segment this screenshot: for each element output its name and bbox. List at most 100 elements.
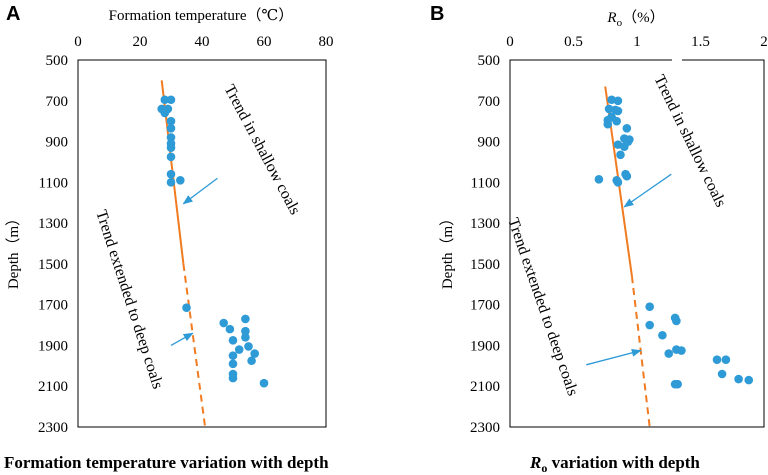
arrow-shallow-b: [623, 173, 672, 208]
data-point-a: [166, 143, 176, 152]
data-point-b: [677, 346, 686, 355]
data-point-b: [622, 124, 632, 133]
data-point-b: [616, 150, 625, 160]
data-point-a: [228, 336, 238, 345]
data-point-b: [603, 119, 613, 129]
data-point-a: [241, 326, 250, 336]
x-tick-label-a: 0: [74, 34, 82, 50]
panel-label-a: A: [6, 3, 20, 25]
y-tick-label-b: 900: [478, 135, 501, 151]
x-axis-title-b: Ro（%）: [606, 9, 664, 29]
y-tick-label-b: 1100: [471, 175, 500, 191]
x-tick-label-a: 80: [319, 34, 334, 50]
data-point-b: [721, 355, 731, 365]
y-tick-label-b: 2100: [470, 379, 500, 395]
y-tick-label-a: 1900: [38, 338, 68, 354]
data-point-a: [176, 175, 185, 185]
data-point-b: [607, 95, 616, 105]
x-tick-label-b: 1.5: [691, 34, 710, 50]
data-point-a: [166, 178, 176, 187]
data-point-b: [604, 104, 614, 114]
y-tick-label-a: 2100: [38, 379, 68, 395]
y-tick-label-b: 700: [478, 94, 501, 110]
annotation-shallow-a: Trend in shallow coals: [220, 82, 303, 218]
annotation-deep-b: Trend extended to deep coals: [504, 216, 581, 398]
y-tick-label-b: 1700: [470, 298, 500, 314]
data-point-b: [594, 174, 604, 184]
frame-gap-b: [672, 58, 682, 62]
y-tick-label-a: 700: [46, 94, 69, 110]
plot-frame-a: [77, 59, 327, 428]
data-point-a: [166, 152, 176, 162]
data-point-b: [673, 379, 682, 389]
plot-layer-b: 0 0.5 1 1.5 2 500 700 900 1100 1300 1500 1700 1900 21…: [470, 34, 768, 436]
x-axis-title-a: Formation temperature（℃）: [109, 7, 294, 24]
data-point-b: [744, 375, 754, 385]
data-point-b: [712, 355, 722, 365]
data-point-a: [234, 345, 244, 354]
y-tick-label-a: 500: [46, 53, 69, 69]
y-axis-title-a: Depth（m）: [5, 211, 22, 289]
data-point-b: [622, 171, 632, 181]
data-point-b: [717, 369, 727, 379]
data-point-a: [182, 303, 191, 313]
data-point-a: [228, 373, 238, 383]
data-point-b: [613, 106, 623, 116]
y-tick-label-a: 1700: [38, 298, 68, 314]
y-tick-label-a: 1500: [38, 257, 68, 273]
x-tick-label-b: 2: [760, 34, 768, 50]
plot-layer-a: 0 20 40 60 80 500 700 900 1100 1300 1500 1700 1900 21…: [38, 34, 334, 436]
arrow-shallow-a: [182, 177, 218, 205]
x-tick-label-a: 40: [195, 34, 210, 50]
annotation-shallow-b: Trend in shallow coals: [650, 72, 729, 210]
data-point-b: [658, 330, 667, 340]
y-tick-label-b: 1900: [470, 338, 500, 354]
data-point-b: [664, 349, 674, 358]
y-tick-label-a: 2300: [38, 420, 68, 436]
data-point-b: [645, 320, 654, 330]
data-point-a: [259, 378, 269, 388]
y-tick-label-b: 500: [478, 53, 501, 69]
data-point-a: [241, 332, 250, 342]
data-point-a: [228, 359, 238, 369]
y-tick-label-a: 1100: [39, 175, 68, 191]
data-point-a: [166, 95, 176, 105]
panel-label-b: B: [430, 3, 444, 25]
x-tick-label-a: 20: [133, 34, 148, 50]
data-point-a: [166, 169, 176, 179]
y-axis-title-b: Depth（m）: [439, 211, 456, 289]
y-tick-label-b: 2300: [470, 420, 500, 436]
data-point-a: [244, 342, 253, 351]
data-point-b: [672, 316, 681, 326]
plot-frame-b: [509, 59, 765, 428]
data-point-a: [241, 314, 250, 324]
data-point-b: [645, 302, 654, 312]
trend-line-extended-a: [182, 263, 207, 428]
data-point-b: [612, 175, 621, 185]
x-tick-label-b: 0: [506, 34, 514, 50]
y-tick-label-a: 900: [46, 135, 69, 151]
data-point-b: [620, 142, 629, 151]
y-tick-label-b: 1500: [470, 257, 500, 273]
data-point-a: [219, 318, 228, 328]
data-point-a: [166, 116, 176, 126]
data-point-a: [247, 356, 256, 366]
data-point-b: [734, 374, 743, 384]
arrow-deep-a: [170, 332, 194, 347]
data-point-a: [228, 351, 238, 360]
data-point-a: [166, 124, 176, 133]
caption-a: Formation temperature variation with dep…: [4, 453, 329, 472]
data-point-a: [225, 324, 235, 334]
y-tick-label-b: 1300: [470, 216, 500, 232]
annotation-deep-a: Trend extended to deep coals: [92, 208, 166, 391]
data-point-a: [160, 108, 170, 118]
data-point-b: [613, 96, 623, 106]
caption-b: Ro variation with depth: [529, 453, 700, 475]
x-tick-label-b: 1: [633, 34, 641, 50]
y-tick-label-a: 1300: [38, 216, 68, 232]
arrow-deep-b: [586, 348, 642, 366]
data-point-a: [166, 133, 176, 142]
x-tick-label-a: 60: [257, 34, 272, 50]
data-point-b: [612, 116, 621, 126]
